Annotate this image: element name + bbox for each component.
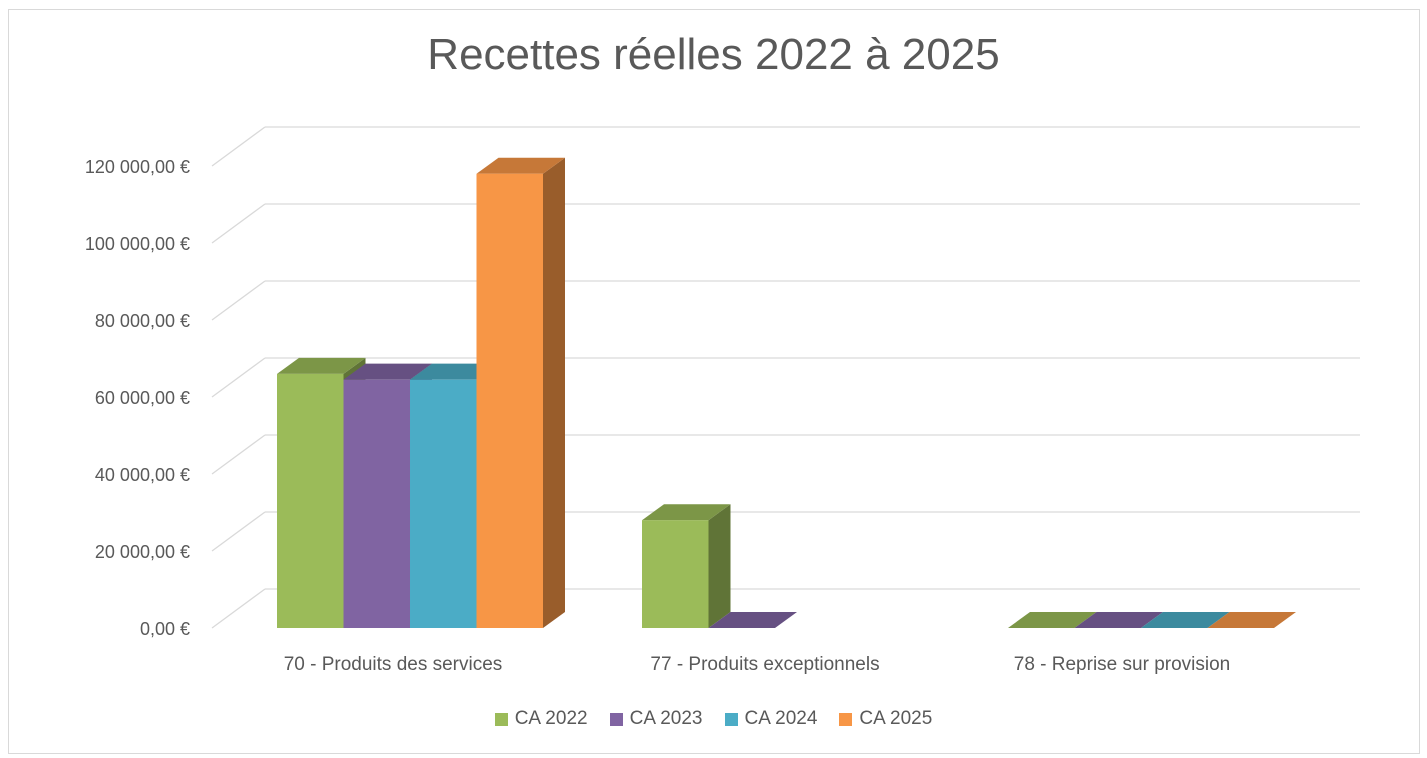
category-label: 70 - Produits des services (284, 654, 503, 675)
legend-swatch (839, 712, 853, 726)
gridline-side (211, 588, 266, 629)
y-tick-label: 120 000,00 € (85, 157, 190, 177)
legend-item: CA 2025 (839, 708, 932, 730)
legend-item: CA 2024 (724, 708, 818, 730)
gridline-side (211, 280, 266, 321)
bar-ca-2025-2 (1207, 612, 1296, 628)
y-tick-label: 80 000,00 € (95, 311, 190, 331)
bars (277, 157, 1296, 628)
legend-swatch (609, 712, 623, 726)
legend-label: CA 2022 (514, 708, 588, 729)
legend: CA 2022 CA 2023 CA 2024 CA 2025 (0, 708, 1427, 730)
legend-swatch (494, 712, 508, 726)
bar-ca-2023-1 (708, 612, 797, 628)
legend-swatch (724, 712, 738, 726)
legend-item: CA 2023 (609, 708, 703, 730)
y-tick-label: 60 000,00 € (95, 388, 190, 408)
bar-ca-2022-2 (1008, 612, 1097, 628)
y-tick-label: 100 000,00 € (85, 234, 190, 254)
legend-item: CA 2022 (494, 708, 588, 730)
gridline-side (211, 434, 266, 475)
gridline-side (211, 511, 266, 552)
gridline-side (211, 126, 266, 167)
legend-label: CA 2024 (744, 708, 818, 729)
y-tick-label: 40 000,00 € (95, 465, 190, 485)
legend-label: CA 2023 (629, 708, 703, 729)
bar-ca-2022-1 (642, 504, 731, 628)
bar-ca-2025-0 (476, 157, 565, 628)
bar-ca-2024-2 (1141, 612, 1230, 628)
chart-title: Recettes réelles 2022 à 2025 (427, 30, 1000, 79)
y-tick-label: 0,00 € (140, 619, 190, 639)
category-labels: 70 - Produits des services 77 - Produits … (284, 654, 1231, 675)
legend-label: CA 2025 (859, 708, 933, 729)
y-tick-label: 20 000,00 € (95, 542, 190, 562)
gridline-side (211, 203, 266, 244)
category-label: 78 - Reprise sur provision (1014, 654, 1230, 675)
gridline-side (211, 357, 266, 398)
y-axis-ticks: 0,00 € 20 000,00 € 40 000,00 € 60 000,00 € 8… (85, 157, 190, 639)
bar-ca-2023-2 (1074, 612, 1163, 628)
category-label: 77 - Produits exceptionnels (650, 654, 879, 675)
chart-frame (8, 9, 1420, 754)
